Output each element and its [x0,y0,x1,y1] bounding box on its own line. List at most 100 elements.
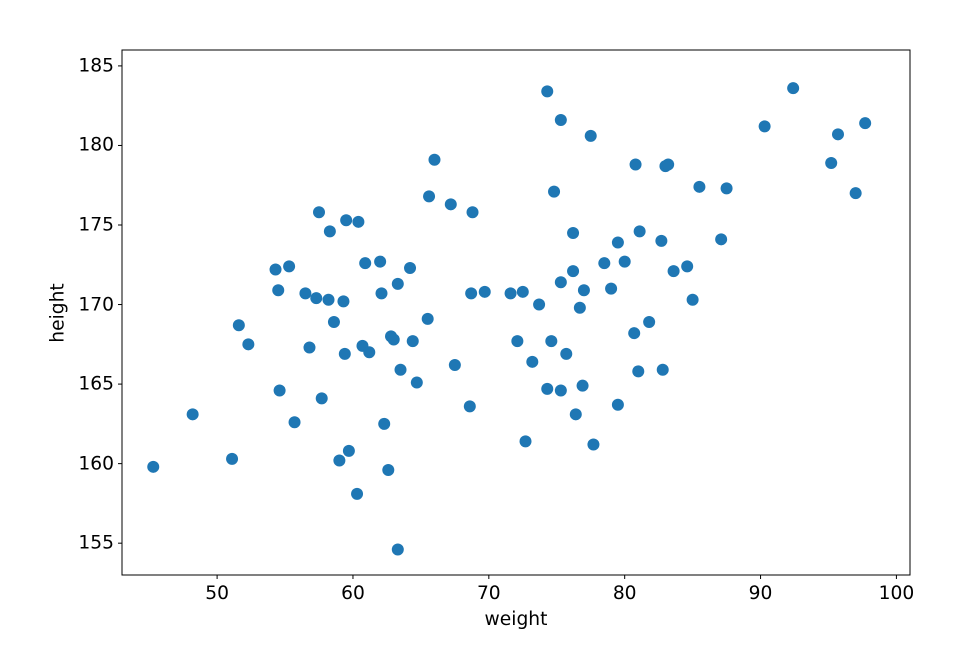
scatter-chart: weight height 50607080901001551601651701… [0,0,973,649]
scatter-marker [324,225,336,237]
scatter-marker [850,187,862,199]
scatter-marker [578,284,590,296]
scatter-marker [570,408,582,420]
scatter-marker [517,286,529,298]
scatter-marker [541,85,553,97]
scatter-marker [388,334,400,346]
scatter-marker [378,418,390,430]
scatter-marker [634,225,646,237]
scatter-marker [526,356,538,368]
scatter-marker [759,120,771,132]
scatter-marker [407,335,419,347]
scatter-marker [657,364,669,376]
scatter-marker [382,464,394,476]
scatter-marker [787,82,799,94]
scatter-marker [226,453,238,465]
scatter-marker [585,130,597,142]
scatter-marker [395,364,407,376]
scatter-marker [533,299,545,311]
scatter-marker [541,383,553,395]
scatter-marker [333,454,345,466]
x-tick-label: 60 [341,583,365,604]
scatter-marker [662,159,674,171]
scatter-marker [832,128,844,140]
y-axis-label: height [48,283,69,342]
scatter-marker [598,257,610,269]
y-tick-label: 165 [78,374,114,395]
scatter-marker [567,265,579,277]
scatter-marker [555,276,567,288]
scatter-marker [505,287,517,299]
scatter-marker [411,377,423,389]
scatter-marker [337,295,349,307]
scatter-marker [555,114,567,126]
scatter-marker [467,206,479,218]
scatter-marker [340,214,352,226]
scatter-marker [577,380,589,392]
scatter-marker [428,154,440,166]
scatter-marker [464,400,476,412]
scatter-marker [715,233,727,245]
scatter-marker [825,157,837,169]
scatter-marker [289,416,301,428]
chart-svg [0,0,973,649]
scatter-marker [392,544,404,556]
scatter-marker [328,316,340,328]
scatter-marker [272,284,284,296]
scatter-marker [423,190,435,202]
scatter-marker [632,365,644,377]
scatter-marker [392,278,404,290]
x-tick-label: 100 [879,583,915,604]
scatter-marker [567,227,579,239]
scatter-marker [449,359,461,371]
scatter-marker [721,182,733,194]
scatter-marker [643,316,655,328]
scatter-marker [445,198,457,210]
scatter-marker [187,408,199,420]
scatter-marker [274,384,286,396]
scatter-marker [283,260,295,272]
scatter-marker [628,327,640,339]
scatter-marker [465,287,477,299]
scatter-marker [655,235,667,247]
scatter-marker [351,488,363,500]
scatter-marker [404,262,416,274]
scatter-marker [548,186,560,198]
y-tick-label: 155 [78,533,114,554]
scatter-marker [511,335,523,347]
y-tick-label: 160 [78,453,114,474]
scatter-marker [422,313,434,325]
y-tick-label: 175 [78,215,114,236]
scatter-marker [303,342,315,354]
scatter-marker [612,399,624,411]
scatter-marker [681,260,693,272]
scatter-marker [343,445,355,457]
scatter-marker [612,237,624,249]
x-tick-label: 50 [205,583,229,604]
scatter-marker [310,292,322,304]
scatter-marker [313,206,325,218]
scatter-marker [363,346,375,358]
scatter-marker [359,257,371,269]
scatter-marker [375,287,387,299]
y-tick-label: 185 [78,55,114,76]
x-tick-label: 90 [749,583,773,604]
scatter-marker [147,461,159,473]
scatter-marker [693,181,705,193]
scatter-marker [560,348,572,360]
x-tick-label: 80 [613,583,637,604]
scatter-marker [233,319,245,331]
scatter-marker [668,265,680,277]
scatter-marker [619,256,631,268]
scatter-marker [574,302,586,314]
scatter-marker [299,287,311,299]
scatter-marker [339,348,351,360]
scatter-marker [316,392,328,404]
x-tick-label: 70 [477,583,501,604]
scatter-marker [242,338,254,350]
scatter-marker [555,384,567,396]
scatter-marker [605,283,617,295]
scatter-marker [630,159,642,171]
scatter-marker [479,286,491,298]
scatter-marker [374,256,386,268]
